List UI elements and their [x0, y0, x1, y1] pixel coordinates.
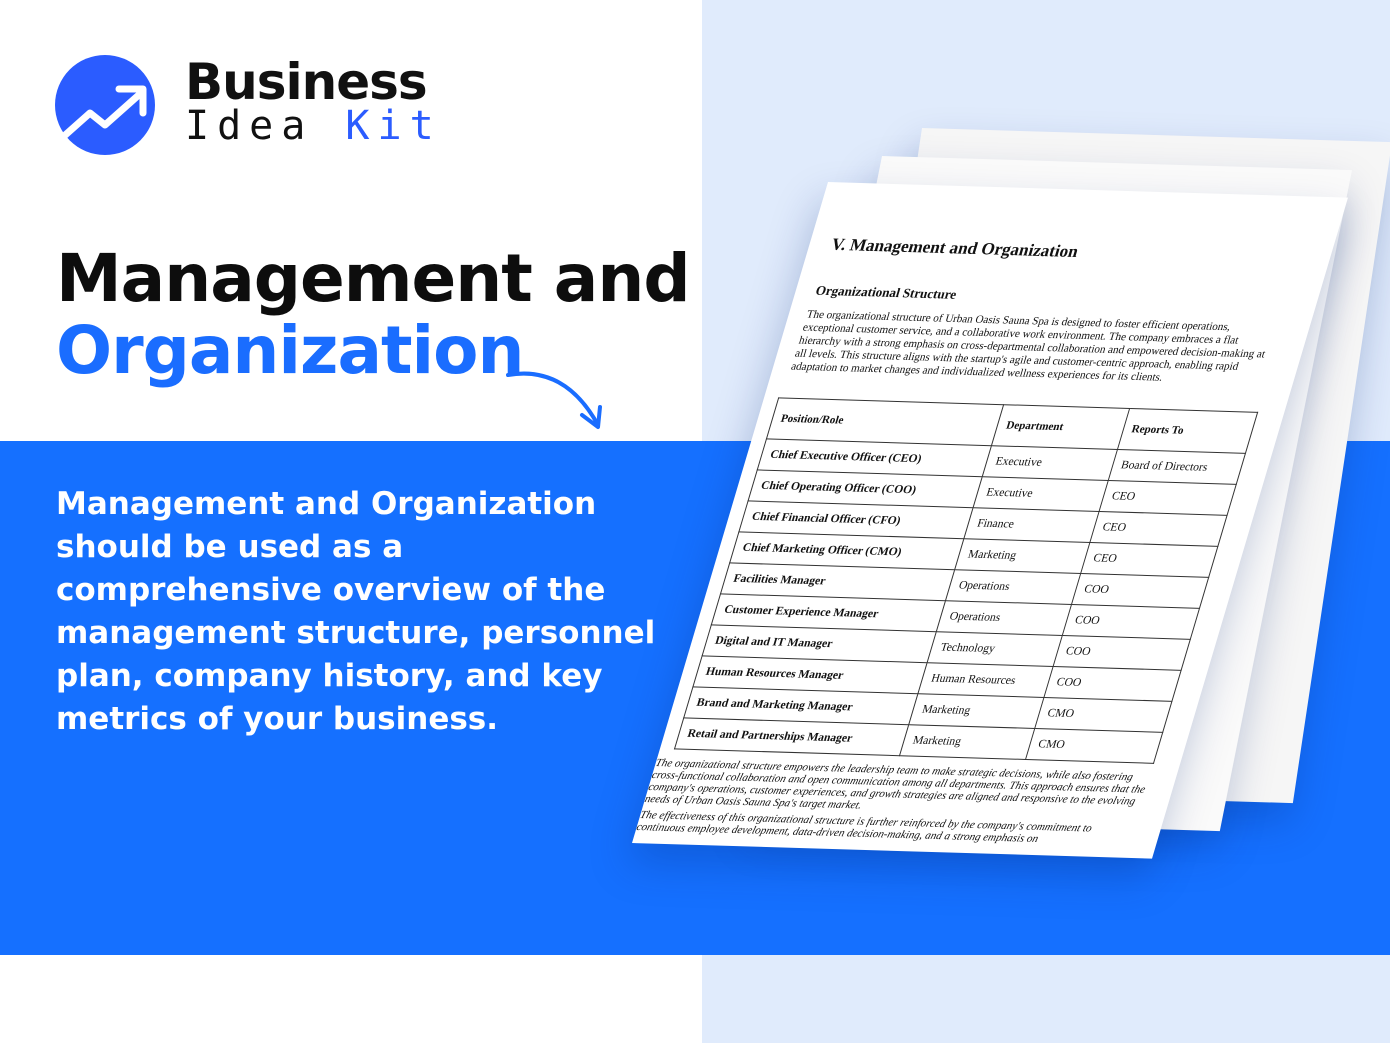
- reports-to-cell: CEO: [1089, 511, 1228, 547]
- header-position: Position/Role: [766, 397, 1004, 446]
- reports-to-cell: COO: [1052, 635, 1191, 671]
- reports-to-cell: Board of Directors: [1108, 449, 1246, 485]
- department-cell: Operations: [945, 569, 1081, 605]
- department-cell: Human Resources: [918, 662, 1053, 698]
- reports-to-cell: CMO: [1034, 697, 1172, 733]
- position-cell: Retail and Partnerships Manager: [674, 717, 910, 756]
- org-table: Position/Role Department Reports To Chie…: [674, 397, 1258, 764]
- department-cell: Marketing: [955, 538, 1090, 574]
- title-line-1: Management and: [56, 240, 691, 317]
- department-cell: Executive: [982, 445, 1118, 481]
- reports-to-cell: CEO: [1098, 480, 1237, 516]
- reports-to-cell: COO: [1062, 604, 1200, 640]
- logo-business: Business: [185, 53, 428, 111]
- page-title: Management and Organization: [56, 240, 691, 389]
- department-cell: Finance: [964, 507, 1099, 543]
- document-title: V. Management and Organization: [828, 234, 1081, 262]
- logo-idea-kit: Idea Kit: [185, 103, 442, 149]
- department-cell: Technology: [927, 631, 1063, 667]
- reports-to-cell: CMO: [1025, 728, 1163, 764]
- title-line-2: Organization: [56, 312, 524, 389]
- department-cell: Operations: [936, 600, 1072, 636]
- document-paragraph: The organizational structure of Urban Oa…: [789, 308, 1267, 384]
- curved-arrow-icon: [506, 371, 602, 429]
- reports-to-cell: COO: [1071, 573, 1209, 609]
- trend-up-icon: [55, 55, 155, 155]
- document-subtitle: Organizational Structure: [813, 282, 959, 302]
- description: Management and Organization should be us…: [56, 486, 656, 737]
- department-cell: Marketing: [909, 693, 1044, 729]
- department-cell: Marketing: [899, 724, 1035, 760]
- header-reports-to: Reports To: [1117, 408, 1258, 454]
- reports-to-cell: COO: [1043, 666, 1182, 702]
- header-department: Department: [991, 404, 1130, 450]
- department-cell: Executive: [973, 476, 1109, 512]
- reports-to-cell: CEO: [1080, 542, 1218, 578]
- document-closing: The organizational structure empowers th…: [635, 757, 1158, 848]
